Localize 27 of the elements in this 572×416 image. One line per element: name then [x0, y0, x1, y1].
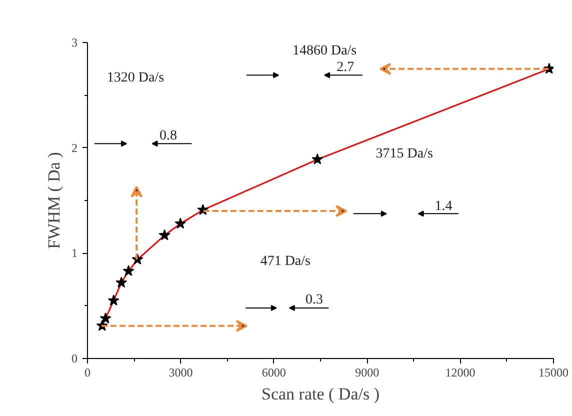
y-tick-label: 0: [72, 352, 78, 366]
annotation: 14860 Da/s: [292, 43, 357, 58]
annotation: 2.7: [336, 60, 354, 75]
y-axis-title: FWHM ( Da ): [44, 152, 64, 249]
point: [100, 312, 112, 324]
y-tick-label: 2: [72, 140, 78, 155]
point: [174, 218, 186, 229]
annotation: 1.4: [434, 198, 452, 214]
annotation: 471 Da/s: [260, 254, 310, 269]
x-tick-label: 0: [84, 366, 90, 380]
annotation: 0.3: [306, 292, 324, 308]
x-tick-label: 15000: [538, 366, 568, 380]
point: [158, 229, 170, 240]
x-tick-label: 9000: [355, 366, 380, 380]
annotation: 0.8: [160, 128, 178, 144]
x-tick-label: 12000: [445, 366, 476, 380]
x-tick-label: 6000: [262, 366, 286, 380]
point: [122, 265, 134, 276]
x-axis-title: Scan rate ( Da/s ): [262, 384, 380, 404]
y-tick-label: 3: [72, 36, 78, 50]
annotation: 1320 Da/s: [106, 70, 164, 86]
y-tick-label: 1: [72, 246, 78, 260]
point: [312, 153, 324, 164]
x-tick-label: 3000: [168, 366, 193, 380]
point: [116, 276, 128, 288]
annotation: 3715 Da/s: [376, 146, 433, 162]
point: [108, 294, 120, 306]
